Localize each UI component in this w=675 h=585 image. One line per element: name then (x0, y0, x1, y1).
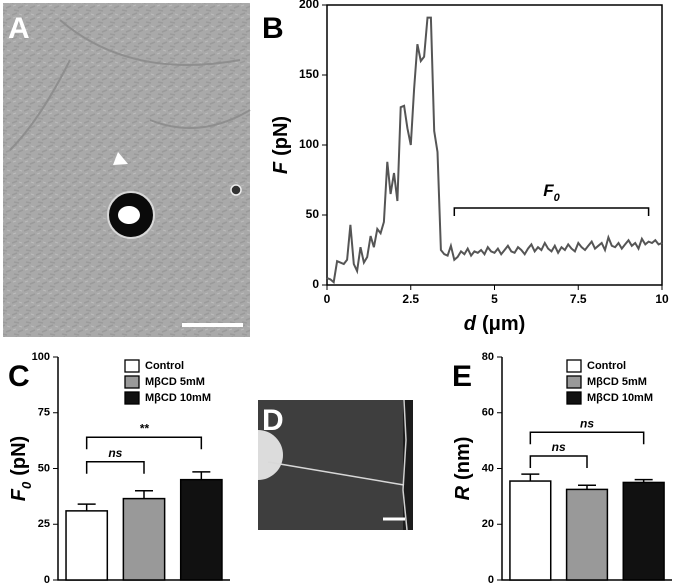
axis-label-part: F (8, 488, 30, 501)
panel-label: A (8, 12, 30, 45)
legend-swatch (124, 391, 140, 405)
annotation-part: 0 (554, 192, 561, 204)
legend-label: MβCD 10mM (145, 392, 211, 404)
legend-label: MβCD 10mM (587, 392, 653, 404)
legend-label: MβCD 5mM (587, 376, 647, 388)
axis-label-part: (nm) (452, 437, 474, 480)
axis-label-part: R (452, 485, 474, 500)
x-tick-label: 2.5 (402, 292, 419, 306)
x-tick-label: 5 (491, 292, 498, 306)
y-tick-label: 50 (306, 207, 320, 221)
y-tick-label: 60 (482, 407, 494, 419)
x-tick-label: 10 (655, 292, 669, 306)
bar (622, 481, 665, 581)
y-tick-label: 0 (44, 574, 50, 585)
significance-label: ns (108, 446, 122, 460)
axis-label: F0 (pN) (8, 436, 34, 501)
legend-label: Control (145, 360, 184, 372)
legend-swatch (566, 391, 582, 405)
legend-swatch (566, 359, 582, 373)
y-tick-label: 75 (38, 407, 50, 419)
data-line (326, 16, 663, 285)
y-tick-label: 80 (482, 351, 494, 363)
y-tick-label: 50 (38, 462, 50, 474)
y-tick-label: 150 (299, 67, 319, 81)
significance-label: ns (552, 440, 566, 454)
axis-label-part: F (270, 161, 292, 174)
plot-frame (326, 4, 663, 286)
y-tick-label: 200 (299, 0, 319, 11)
annotation: F0 (543, 181, 560, 203)
y-tick-label: 100 (299, 137, 319, 151)
y-tick-label: 0 (488, 574, 494, 585)
axis-label-part: (μm) (482, 313, 525, 335)
legend-label: Control (587, 360, 626, 372)
bar (122, 497, 166, 581)
annotation-part: F (543, 181, 554, 200)
legend-swatch (124, 359, 140, 373)
bar (179, 478, 223, 581)
image-a: A (3, 3, 251, 337)
significance-label: ns (580, 416, 594, 430)
significance-bracket (529, 431, 645, 445)
axis-label-part: (pN) (8, 436, 30, 476)
panel-label: E (452, 360, 472, 393)
axis-label-part: (pN) (270, 116, 292, 156)
y-tick-label: 40 (482, 462, 494, 474)
annotation-bracket (453, 207, 650, 216)
significance-label: ** (139, 421, 150, 435)
legend-swatch (124, 375, 140, 389)
axis-label-part: d (464, 313, 477, 335)
image-d: D (258, 399, 413, 531)
bar (565, 488, 609, 581)
legend-swatch (566, 375, 582, 389)
bar (509, 480, 552, 581)
panel-label: C (8, 360, 30, 393)
y-tick-label: 0 (312, 277, 319, 291)
y-tick-label: 20 (482, 518, 494, 530)
bar (65, 510, 109, 581)
panel-label: D (262, 404, 284, 437)
x-tick-label: 7.5 (570, 292, 587, 306)
legend-label: MβCD 5mM (145, 376, 205, 388)
axis-label: R (nm) (452, 437, 474, 501)
y-tick-label: 100 (32, 351, 50, 363)
significance-bracket (529, 455, 588, 468)
significance-bracket (85, 461, 145, 474)
axis-label: d (μm) (464, 313, 526, 335)
significance-bracket (85, 436, 203, 450)
panel-label: B (262, 12, 284, 45)
y-tick-label: 25 (38, 518, 50, 530)
axis-label: F (pN) (270, 116, 292, 174)
x-tick-label: 0 (324, 292, 331, 306)
axis-label-part: 0 (19, 481, 34, 489)
